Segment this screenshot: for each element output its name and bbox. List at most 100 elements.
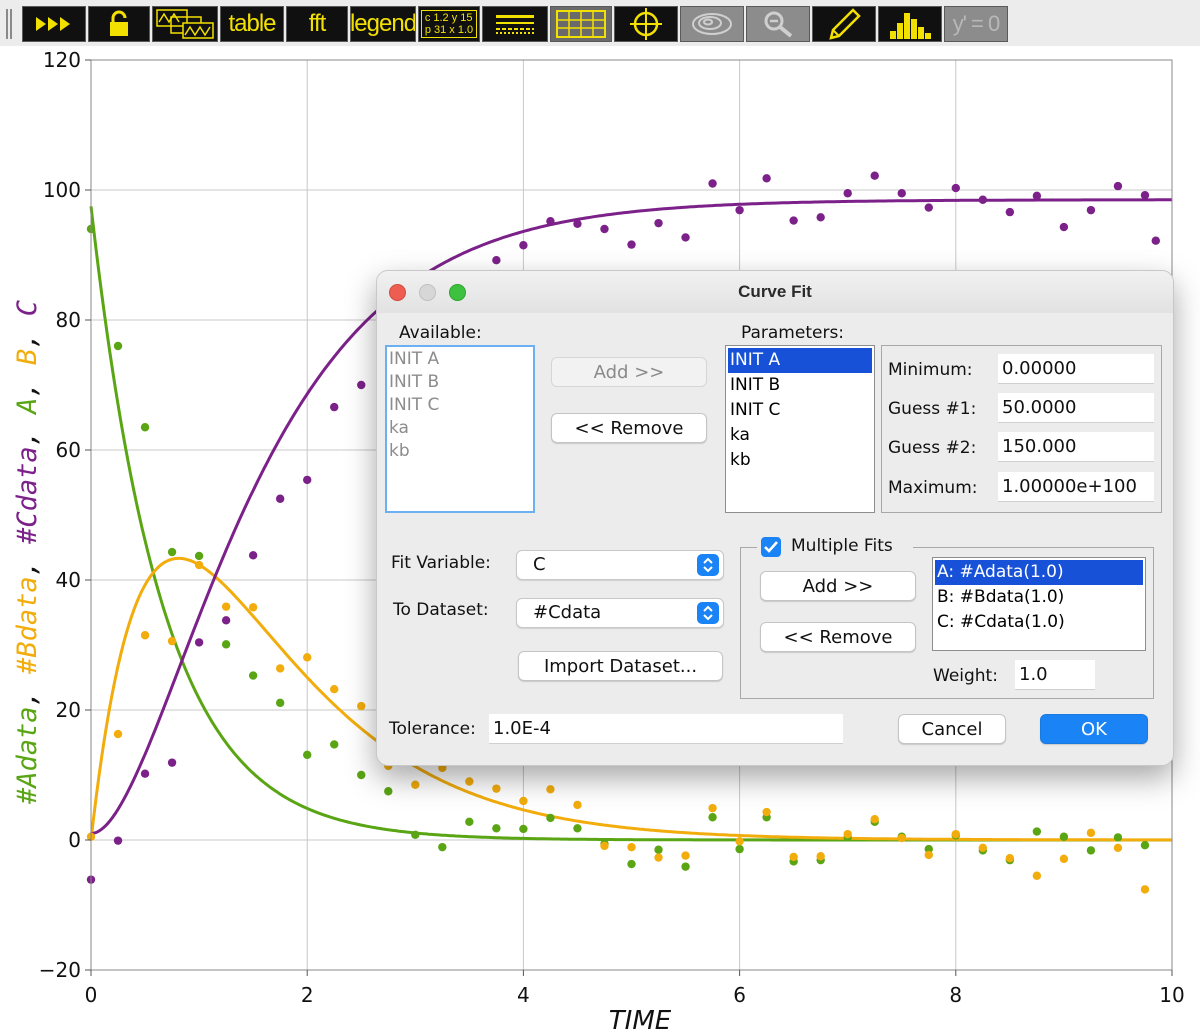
waveform-button[interactable]	[152, 6, 218, 42]
coordinates-button[interactable]: c 1.2 y 15 p 31 x 1.0	[418, 6, 480, 42]
minimize-window-icon[interactable]	[419, 284, 436, 301]
crosshair-button[interactable]	[614, 6, 678, 42]
parameter-item[interactable]: kb	[730, 450, 751, 470]
point-Cdata	[1005, 207, 1015, 217]
point-Bdata	[1086, 828, 1096, 838]
point-Bdata	[1113, 843, 1123, 852]
parameter-item[interactable]: INIT B	[730, 375, 781, 395]
point-Cdata	[762, 174, 771, 183]
pen-button[interactable]	[812, 6, 876, 42]
point-Adata	[708, 813, 717, 822]
dialog-titlebar[interactable]: Curve Fit	[377, 271, 1173, 313]
y-axis-label-part: B	[12, 349, 43, 365]
tolerance-field[interactable]: 1.0E-4	[489, 714, 843, 744]
tolerance-label: Tolerance:	[389, 719, 476, 739]
point-Adata	[627, 859, 636, 869]
x-tick-label: 4	[517, 983, 530, 1007]
point-Cdata	[1059, 222, 1069, 232]
multiple-fits-checkbox[interactable]	[761, 537, 781, 557]
fit-variable-select[interactable]: C	[516, 550, 724, 580]
point-Cdata	[194, 638, 204, 647]
available-item[interactable]: INIT B	[389, 372, 440, 392]
curve-fit-dialog: Curve Fit Available: INIT A INIT B INIT …	[376, 270, 1174, 766]
fit-item-selected[interactable]: A: #Adata(1.0)	[935, 560, 1143, 585]
point-Bdata	[735, 837, 744, 846]
parameter-item-selected[interactable]: INIT A	[728, 348, 872, 373]
toolbar-grip[interactable]	[6, 9, 12, 39]
point-Bdata	[978, 843, 988, 852]
point-Bdata	[465, 777, 474, 786]
point-Cdata	[600, 224, 609, 234]
add-fit-button[interactable]: Add >>	[760, 571, 916, 601]
point-Cdata	[681, 233, 690, 242]
point-Bdata	[816, 852, 825, 861]
multiple-fits-panel: Add >> << Remove A: #Adata(1.0) B: #Bdat…	[740, 547, 1154, 699]
point-Bdata	[1140, 885, 1150, 894]
grid-button[interactable]	[550, 6, 612, 42]
point-Cdata	[789, 216, 798, 225]
add-parameter-button[interactable]: Add >>	[551, 357, 707, 387]
point-Bdata	[1005, 854, 1015, 863]
point-Adata	[140, 423, 150, 432]
point-Cdata	[1151, 236, 1160, 245]
available-item[interactable]: INIT A	[389, 349, 440, 369]
line-style-button[interactable]	[482, 6, 548, 42]
point-Cdata	[303, 475, 312, 485]
fits-list[interactable]: A: #Adata(1.0) B: #Bdata(1.0) C: #Cdata(…	[932, 557, 1146, 651]
fit-variable-value: C	[533, 554, 546, 575]
point-Bdata	[492, 784, 501, 793]
point-Adata	[519, 824, 528, 834]
to-dataset-select[interactable]: #Cdata	[516, 598, 724, 628]
cancel-button[interactable]: Cancel	[898, 714, 1006, 744]
fit-item[interactable]: B: #Bdata(1.0)	[937, 587, 1065, 607]
fit-item[interactable]: C: #Cdata(1.0)	[937, 612, 1065, 632]
point-Adata	[438, 842, 447, 852]
lock-icon	[110, 10, 128, 36]
minimum-field[interactable]: 0.00000	[998, 354, 1154, 384]
available-item[interactable]: ka	[389, 418, 409, 438]
point-Adata	[113, 341, 123, 351]
available-item[interactable]: INIT C	[389, 395, 440, 415]
fit-variable-label: Fit Variable:	[391, 553, 491, 573]
guess1-field[interactable]: 50.0000	[998, 393, 1154, 423]
point-Adata	[384, 787, 393, 796]
point-Bdata	[762, 807, 771, 817]
guess2-field[interactable]: 150.000	[998, 432, 1154, 462]
y-axis-label-part: A	[12, 398, 43, 416]
parameter-item[interactable]: INIT C	[730, 400, 781, 420]
point-Adata	[194, 551, 204, 561]
lock-button[interactable]	[88, 6, 150, 42]
parameter-item[interactable]: ka	[730, 425, 750, 445]
point-Bdata	[708, 803, 717, 813]
fft-button[interactable]: fft	[286, 6, 348, 42]
legend-button[interactable]: legend	[350, 6, 416, 42]
remove-fit-button[interactable]: << Remove	[760, 622, 916, 652]
play-button[interactable]	[22, 6, 86, 42]
ok-button[interactable]: OK	[1040, 714, 1148, 744]
point-Bdata	[681, 851, 690, 860]
crosshair-icon	[630, 8, 662, 40]
parameter-range-panel: Minimum: 0.00000 Guess #1: 50.0000 Guess…	[881, 345, 1162, 513]
table-button[interactable]: table	[220, 6, 284, 42]
to-dataset-label: To Dataset:	[393, 600, 489, 620]
multiple-fits-legend[interactable]: Multiple Fits	[757, 535, 913, 559]
y-tick-label: 0	[68, 828, 81, 852]
weight-field[interactable]: 1.0	[1015, 660, 1095, 690]
import-dataset-button[interactable]: Import Dataset...	[518, 651, 723, 681]
zoom-window-icon[interactable]	[449, 284, 466, 301]
derivative-zero-button[interactable]: y' = 0	[944, 6, 1008, 42]
spiral-button[interactable]	[680, 6, 744, 42]
point-Adata	[248, 671, 258, 680]
available-item[interactable]: kb	[389, 441, 410, 461]
histogram-button[interactable]	[878, 6, 942, 42]
available-list[interactable]: INIT A INIT B INIT C ka kb	[385, 345, 535, 513]
zoom-button[interactable]	[746, 6, 810, 42]
maximum-field[interactable]: 1.00000e+100	[998, 472, 1154, 502]
parameters-list[interactable]: INIT A INIT B INIT C ka kb	[725, 345, 875, 513]
remove-parameter-button[interactable]: << Remove	[551, 413, 707, 443]
close-window-icon[interactable]	[389, 284, 406, 301]
point-Cdata	[546, 217, 555, 226]
point-Bdata	[789, 852, 798, 862]
point-Cdata	[951, 183, 960, 193]
histogram-icon	[890, 13, 931, 39]
